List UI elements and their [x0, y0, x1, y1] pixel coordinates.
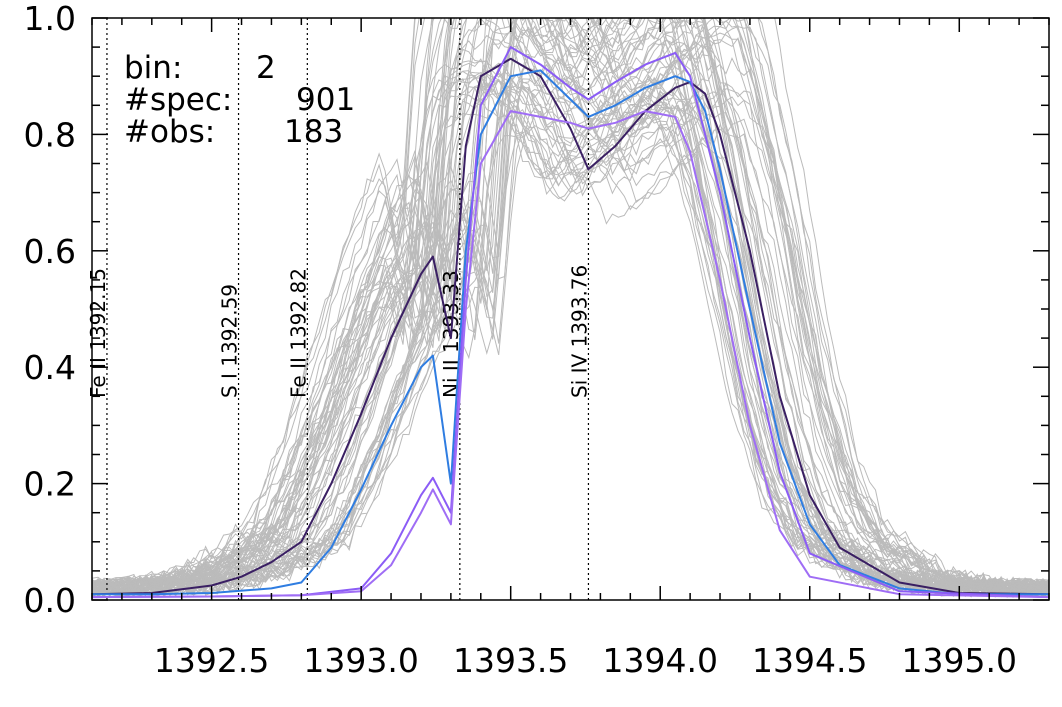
background-spectrum — [92, 82, 1049, 596]
background-spectrum — [92, 71, 1049, 598]
x-tick-label: 1395.0 — [902, 641, 1017, 680]
background-spectrum — [92, 55, 1049, 597]
background-spectrum — [92, 18, 1049, 597]
y-tick-label: 0.8 — [24, 115, 76, 154]
background-spectrum — [92, 72, 1049, 598]
bin-value: 2 — [256, 50, 276, 86]
background-spectrum — [92, 18, 1049, 597]
reference-line-label: S I 1392.59 — [218, 284, 242, 398]
series-line — [92, 57, 1049, 596]
y-tick-label: 0.4 — [24, 348, 76, 387]
obs-value: 183 — [284, 114, 343, 150]
series-line — [92, 110, 1049, 599]
x-tick-label: 1393.5 — [453, 641, 568, 680]
background-spectrum — [92, 18, 1049, 597]
background-spectrum — [92, 18, 1049, 595]
background-spectrum — [92, 70, 1049, 598]
reference-line-label: Fe II 1392.82 — [286, 268, 310, 398]
y-tick-label: 0.6 — [24, 232, 76, 271]
obs-label: #obs: — [124, 114, 215, 150]
series-line — [92, 46, 1049, 599]
reference-lines: Fe II 1392.15 S I 1392.59 Fe II 1392.82 Ni … — [86, 18, 591, 600]
reference-line-label: Fe II 1392.15 — [86, 268, 110, 398]
average-profiles — [92, 46, 1049, 599]
spec-value: 901 — [296, 82, 355, 118]
x-tick-label: 1394.0 — [602, 641, 717, 680]
background-spectrum — [92, 67, 1049, 597]
x-tick-label: 1392.5 — [154, 641, 269, 680]
bin-label: bin: — [124, 50, 182, 86]
series-line — [92, 69, 1049, 596]
background-spectrum — [92, 18, 1049, 597]
spec-label: #spec: — [124, 82, 232, 118]
y-tick-label: 0.0 — [24, 581, 76, 620]
x-tick-label: 1394.5 — [752, 641, 867, 680]
background-spectrum — [92, 48, 1049, 597]
x-tick-label: 1393.0 — [303, 641, 418, 680]
axes: 1392.5 1393.0 1393.5 1394.0 1394.5 1395.0 0.0 0… — [24, 0, 1050, 680]
info-box: bin: 2 #spec: 901 #obs: 183 — [124, 50, 355, 150]
background-spectrum — [92, 18, 1049, 597]
y-tick-label: 1.0 — [24, 0, 76, 38]
background-spectrum — [92, 18, 1049, 596]
reference-line-label: Si IV 1393.76 — [567, 265, 591, 398]
y-tick-label: 0.2 — [24, 465, 76, 504]
